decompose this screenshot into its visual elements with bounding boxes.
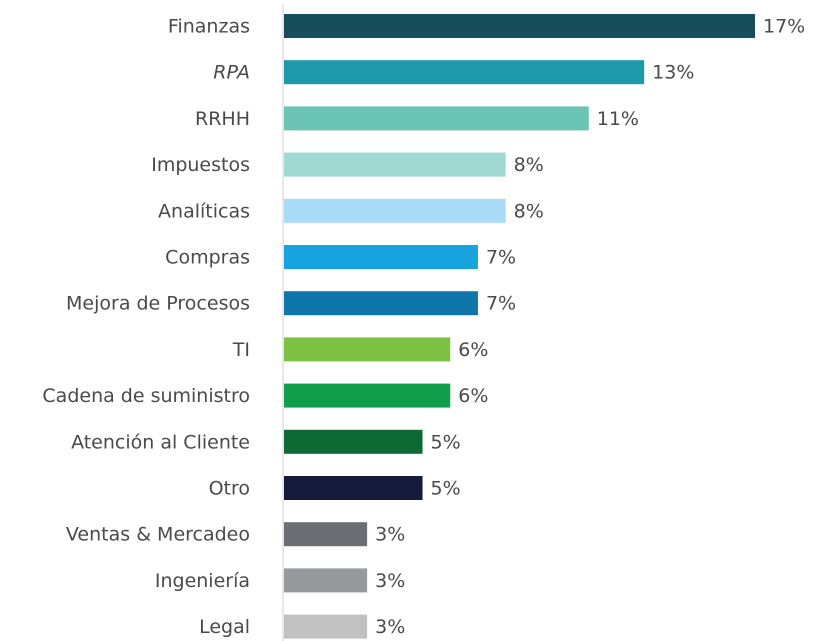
bar xyxy=(284,14,755,38)
bar xyxy=(284,152,506,177)
bar xyxy=(284,198,506,223)
category-label: Impuestos xyxy=(151,154,250,176)
value-label: 3% xyxy=(375,524,405,546)
value-label: 3% xyxy=(375,616,405,638)
bar xyxy=(284,245,478,269)
value-label: 5% xyxy=(431,431,461,453)
value-label: 7% xyxy=(486,293,516,315)
category-label: TI xyxy=(232,339,250,361)
category-label: RPA xyxy=(213,62,250,84)
bar xyxy=(284,522,368,547)
category-label: Mejora de Procesos xyxy=(66,293,250,315)
value-label: 8% xyxy=(514,200,544,222)
bar xyxy=(284,383,451,408)
value-label: 6% xyxy=(458,385,488,407)
category-label: Legal xyxy=(199,616,250,638)
value-label: 6% xyxy=(458,339,488,361)
category-label: Otro xyxy=(209,478,250,500)
bar xyxy=(284,106,589,131)
category-label: RRHH xyxy=(195,108,250,130)
bar xyxy=(284,429,423,454)
bar xyxy=(284,60,645,85)
bar xyxy=(284,614,368,639)
category-label: Ingeniería xyxy=(155,570,250,592)
value-label: 3% xyxy=(375,570,405,592)
bar xyxy=(284,291,478,316)
value-label: 13% xyxy=(652,62,694,84)
category-label: Atención al Cliente xyxy=(71,431,250,453)
value-label: 5% xyxy=(431,478,461,500)
category-label: Cadena de suministro xyxy=(42,385,250,407)
value-label: 8% xyxy=(514,154,544,176)
category-label: Analíticas xyxy=(158,200,250,222)
category-label: Ventas & Mercadeo xyxy=(66,524,250,546)
value-label: 11% xyxy=(597,108,639,130)
category-label: Finanzas xyxy=(168,16,250,38)
bar xyxy=(284,476,423,500)
category-label: Compras xyxy=(165,247,250,269)
bar xyxy=(284,568,368,593)
bar xyxy=(284,337,451,362)
value-label: 7% xyxy=(486,247,516,269)
value-label: 17% xyxy=(763,16,805,38)
